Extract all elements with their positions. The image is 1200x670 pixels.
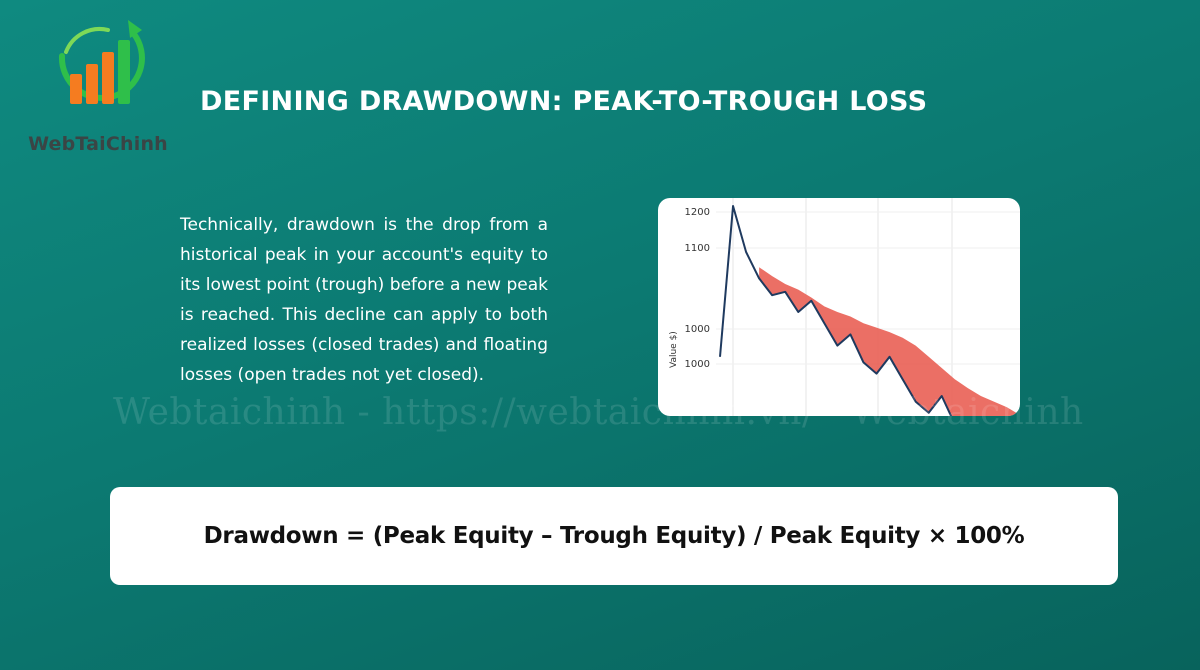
logo: WebTaiChinh bbox=[18, 16, 178, 161]
equity-line bbox=[719, 205, 953, 416]
y-tick-label-1: 1100 bbox=[685, 243, 710, 254]
watermark: Webtaichinh - https://webtaichinh.vn/ - … bbox=[113, 392, 1084, 433]
drawdown-chart-card: 1200 1100 1000 1000 Value $) bbox=[658, 198, 1020, 416]
y-tick-label-2: 1000 bbox=[685, 324, 710, 335]
drawdown-chart: 1200 1100 1000 1000 Value $) bbox=[669, 198, 1020, 416]
formula-box: Drawdown = (Peak Equity – Trough Equity)… bbox=[110, 487, 1118, 585]
drawdown-area bbox=[759, 267, 1020, 416]
drawdown-formula: Drawdown = (Peak Equity – Trough Equity)… bbox=[203, 523, 1025, 549]
bar-chart-growth-icon bbox=[58, 20, 145, 104]
description-paragraph: Technically, drawdown is the drop from a… bbox=[180, 215, 548, 385]
y-tick-label-0: 1200 bbox=[685, 207, 710, 218]
y-tick-label-3: 1000 bbox=[685, 359, 710, 370]
y-axis-label: Value $) bbox=[669, 331, 679, 368]
logo-text: WebTaiChinh bbox=[28, 133, 168, 155]
page-title: DEFINING DRAWDOWN: PEAK-TO-TROUGH LOSS bbox=[200, 86, 928, 117]
